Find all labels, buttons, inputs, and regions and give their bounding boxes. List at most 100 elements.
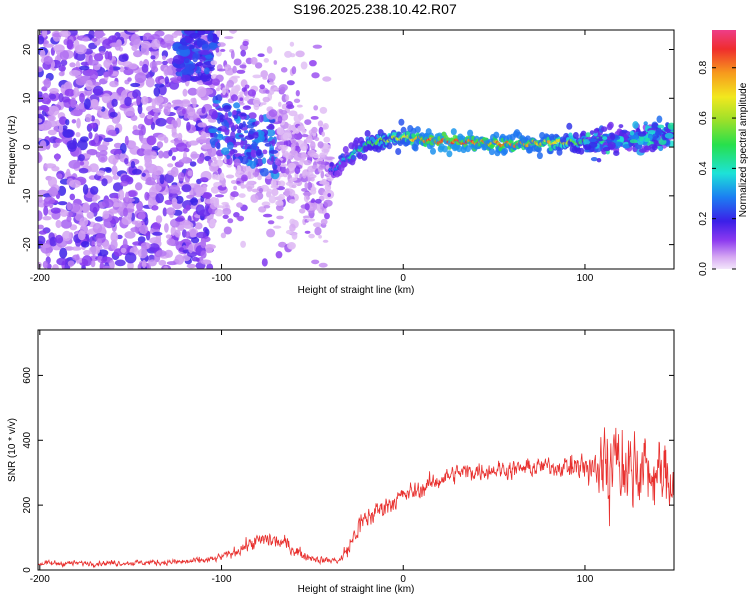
heatmap-cell	[657, 124, 665, 129]
heatmap-cell	[249, 160, 256, 169]
heatmap-cell	[240, 240, 247, 248]
spectrogram-y-tick-label: 20	[22, 44, 33, 56]
heatmap-cell	[49, 87, 59, 94]
heatmap-cell	[239, 97, 244, 101]
heatmap-cell	[38, 35, 45, 45]
heatmap-cell	[57, 201, 68, 206]
heatmap-cell	[114, 41, 121, 51]
heatmap-cell	[101, 93, 111, 104]
heatmap-cell	[127, 261, 134, 269]
heatmap-cell	[221, 87, 227, 96]
heatmap-cell	[162, 150, 170, 159]
heatmap-cell	[185, 37, 195, 44]
heatmap-cell	[639, 148, 647, 153]
heatmap-cell	[293, 98, 301, 104]
heatmap-cell	[130, 115, 138, 121]
snr-plot-area	[38, 427, 674, 569]
heatmap-cell	[201, 74, 208, 83]
heatmap-cell	[60, 209, 69, 217]
heatmap-cell	[166, 42, 172, 50]
heatmap-cell	[257, 134, 266, 143]
heatmap-cell	[287, 162, 297, 170]
heatmap-cell	[211, 78, 221, 86]
heatmap-cell	[219, 114, 226, 121]
heatmap-cell	[238, 193, 246, 199]
heatmap-cell	[120, 181, 129, 187]
heatmap-cell	[227, 111, 232, 117]
heatmap-cell	[136, 96, 141, 106]
heatmap-cell	[52, 142, 59, 148]
heatmap-cell	[62, 230, 72, 242]
snr-frame	[37, 329, 675, 571]
heatmap-cell	[227, 141, 234, 150]
heatmap-cell	[637, 131, 647, 137]
heatmap-cell	[647, 130, 657, 135]
heatmap-cell	[124, 158, 129, 165]
heatmap-cell	[89, 70, 99, 81]
heatmap-cell	[200, 238, 206, 249]
heatmap-cell	[102, 38, 114, 49]
heatmap-cell	[49, 93, 57, 100]
heatmap-cell	[181, 108, 186, 115]
heatmap-cell	[596, 158, 602, 163]
heatmap-cell	[233, 158, 241, 167]
heatmap-cell	[318, 235, 322, 239]
heatmap-cell	[312, 202, 318, 211]
heatmap-cell	[123, 207, 128, 218]
snr-panel: -200 -100 0 100 0 200 400 600 Height of …	[7, 329, 675, 595]
heatmap-cell	[71, 246, 82, 251]
heatmap-cell	[240, 137, 246, 141]
heatmap-cell	[243, 96, 250, 102]
heatmap-cell	[231, 75, 241, 79]
heatmap-cell	[88, 122, 97, 129]
heatmap-cell	[50, 207, 61, 214]
heatmap-cell	[109, 111, 118, 118]
heatmap-cell	[282, 132, 293, 141]
heatmap-cell	[131, 168, 142, 175]
heatmap-cell	[130, 227, 141, 233]
heatmap-cell	[277, 115, 283, 124]
heatmap-cell	[140, 43, 150, 55]
heatmap-cell	[75, 77, 87, 86]
heatmap-cell	[271, 188, 279, 196]
heatmap-cell	[239, 64, 247, 69]
heatmap-cell	[47, 105, 60, 116]
heatmap-cell	[299, 208, 306, 214]
heatmap-cell	[288, 124, 297, 131]
heatmap-cell	[256, 149, 262, 156]
heatmap-cell	[209, 83, 215, 90]
heatmap-cell	[220, 48, 226, 52]
heatmap-cell	[51, 166, 60, 172]
heatmap-cell	[580, 130, 587, 138]
heatmap-cell	[294, 166, 301, 175]
heatmap-cell	[215, 30, 221, 36]
heatmap-cell	[211, 174, 218, 180]
heatmap-cell	[651, 144, 658, 151]
heatmap-cell	[216, 142, 221, 150]
heatmap-cell	[583, 139, 591, 146]
heatmap-cell	[585, 132, 591, 138]
heatmap-cell	[80, 136, 89, 143]
heatmap-cell	[38, 123, 51, 131]
heatmap-cell	[71, 119, 77, 124]
heatmap-cell	[488, 148, 495, 156]
snr-y-axis: 0 200 400 600	[22, 367, 33, 573]
heatmap-cell	[148, 186, 157, 198]
heatmap-cell	[74, 39, 80, 51]
heatmap-cell	[320, 218, 328, 225]
heatmap-cell	[296, 104, 303, 108]
heatmap-cell	[143, 148, 153, 156]
heatmap-cell	[136, 148, 146, 157]
heatmap-cell	[124, 135, 129, 146]
heatmap-cell	[270, 184, 279, 189]
heatmap-cell	[324, 212, 330, 220]
heatmap-cell	[312, 154, 320, 159]
heatmap-cell	[215, 197, 220, 206]
heatmap-cell	[168, 149, 173, 157]
heatmap-cell	[201, 43, 211, 52]
heatmap-cell	[189, 32, 202, 40]
heatmap-cell	[275, 200, 284, 206]
heatmap-cell	[220, 232, 227, 239]
heatmap-cell	[319, 106, 328, 114]
heatmap-cell	[99, 261, 105, 269]
